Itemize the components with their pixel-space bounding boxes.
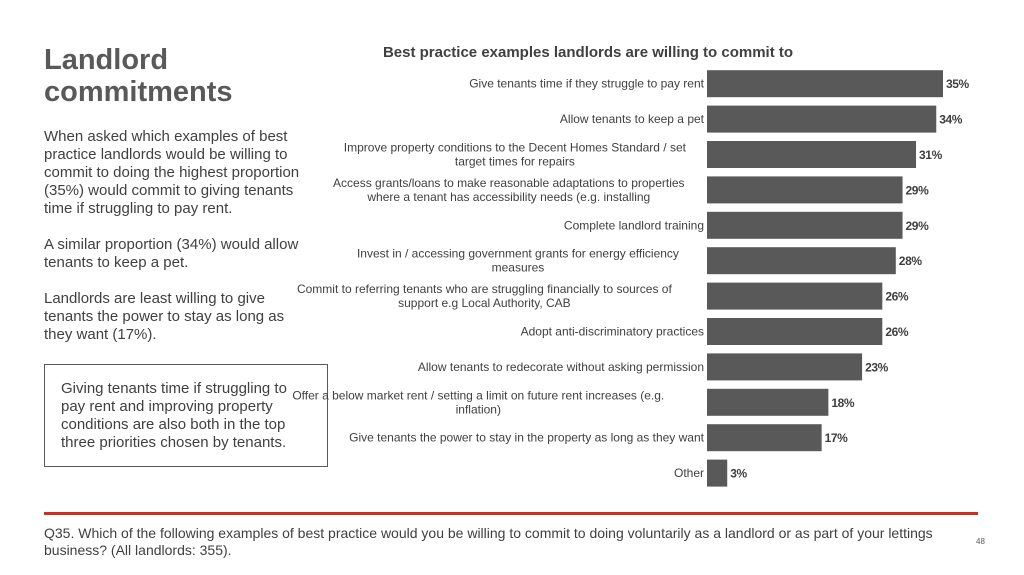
- bar-5: [707, 247, 896, 275]
- category-label-line: Invest in / accessing government grants …: [357, 247, 679, 261]
- category-label-5: Invest in / accessing government grants …: [357, 247, 679, 275]
- bar-value-label-8: 23%: [865, 360, 889, 374]
- bar-11: [707, 459, 728, 487]
- category-label-line: Offer a below market rent / setting a li…: [292, 388, 664, 402]
- question-footnote: Q35. Which of the following examples of …: [44, 525, 933, 558]
- bar-value-label-10: 17%: [825, 431, 849, 445]
- slide-title: Landlord commitments: [44, 44, 233, 108]
- category-label-1: Allow tenants to keep a pet: [560, 112, 705, 126]
- category-label-6: Commit to referring tenants who are stru…: [297, 282, 673, 310]
- category-label-9: Offer a below market rent / setting a li…: [292, 388, 664, 416]
- category-label-line: Commit to referring tenants who are stru…: [297, 282, 673, 296]
- category-label-line: where a tenant has accessibility needs (…: [366, 190, 650, 204]
- category-label-line: measures: [492, 261, 545, 275]
- bar-value-label-2: 31%: [919, 148, 943, 162]
- bar-0: [707, 70, 943, 98]
- bar-chart: 35% Give tenants time if they struggle to…: [292, 70, 970, 487]
- category-label-0: Give tenants time if they struggle to pa…: [469, 77, 704, 91]
- category-label-line: Access grants/loans to make reasonable a…: [333, 176, 685, 190]
- summary-paragraph-1: When asked which examples of best practi…: [44, 128, 300, 217]
- category-label-3: Access grants/loans to make reasonable a…: [333, 176, 685, 204]
- bar-value-label-0: 35%: [946, 77, 970, 91]
- bar-8: [707, 353, 863, 381]
- callout-box: Giving tenants time if struggling to pay…: [44, 364, 328, 467]
- bar-7: [707, 318, 883, 345]
- bar-value-label-5: 28%: [899, 254, 923, 268]
- bar-value-label-7: 26%: [885, 325, 909, 339]
- category-label-7: Adopt anti-discriminatory practices: [521, 325, 704, 339]
- page-number: 48: [976, 537, 985, 546]
- category-label-2: Improve property conditions to the Decen…: [344, 141, 687, 169]
- bar-value-label-9: 18%: [831, 396, 855, 410]
- bar-value-label-6: 26%: [885, 290, 909, 304]
- bar-9: [707, 388, 829, 416]
- category-label-10: Give tenants the power to stay in the pr…: [349, 431, 705, 445]
- bar-value-label-4: 29%: [906, 219, 930, 233]
- category-label-line: inflation): [456, 402, 501, 416]
- bar-1: [707, 105, 937, 133]
- callout-text: Giving tenants time if struggling to pay…: [61, 380, 287, 451]
- category-label-line: support e.g Local Authority, CAB: [398, 296, 571, 310]
- bar-2: [707, 141, 917, 168]
- chart-title: Best practice examples landlords are wil…: [382, 44, 794, 61]
- bar-value-label-1: 34%: [939, 113, 963, 127]
- category-label-line: Improve property conditions to the Decen…: [344, 141, 687, 155]
- bar-3: [707, 176, 903, 204]
- category-label-11: Other: [674, 466, 704, 480]
- bar-value-label-11: 3%: [730, 467, 747, 481]
- bar-6: [707, 282, 883, 310]
- category-label-line: target times for repairs: [455, 155, 575, 169]
- summary-paragraph-3: Landlords are least willing to give tena…: [44, 290, 285, 343]
- category-label-8: Allow tenants to redecorate without aski…: [418, 360, 704, 374]
- summary-paragraph-2: A similar proportion (34%) would allow t…: [44, 236, 299, 271]
- bar-4: [707, 211, 903, 239]
- bar-value-label-3: 29%: [906, 183, 930, 197]
- bar-10: [707, 424, 822, 452]
- red-divider: [44, 512, 978, 515]
- category-label-4: Complete landlord training: [564, 218, 704, 232]
